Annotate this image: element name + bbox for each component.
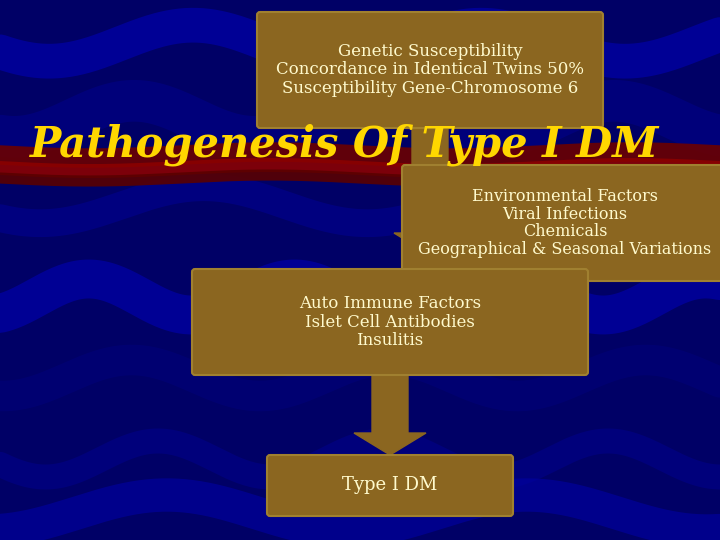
Text: Viral Infections: Viral Infections xyxy=(503,206,628,222)
Text: Environmental Factors: Environmental Factors xyxy=(472,188,658,205)
Text: Type I DM: Type I DM xyxy=(342,476,438,495)
Text: Chemicals: Chemicals xyxy=(523,224,607,240)
Text: Geographical & Seasonal Variations: Geographical & Seasonal Variations xyxy=(418,241,711,258)
Text: Genetic Susceptibility: Genetic Susceptibility xyxy=(338,43,522,60)
Text: Insulitis: Insulitis xyxy=(356,332,423,349)
FancyBboxPatch shape xyxy=(267,455,513,516)
FancyArrow shape xyxy=(354,372,426,455)
Text: Auto Immune Factors: Auto Immune Factors xyxy=(299,295,481,312)
Text: Susceptibility Gene-Chromosome 6: Susceptibility Gene-Chromosome 6 xyxy=(282,80,578,97)
FancyBboxPatch shape xyxy=(402,165,720,281)
FancyArrow shape xyxy=(394,125,466,255)
Text: Concordance in Identical Twins 50%: Concordance in Identical Twins 50% xyxy=(276,62,584,78)
Text: Islet Cell Antibodies: Islet Cell Antibodies xyxy=(305,314,475,330)
FancyBboxPatch shape xyxy=(192,269,588,375)
Text: Pathogenesis Of Type I DM: Pathogenesis Of Type I DM xyxy=(30,124,660,166)
FancyBboxPatch shape xyxy=(257,12,603,128)
